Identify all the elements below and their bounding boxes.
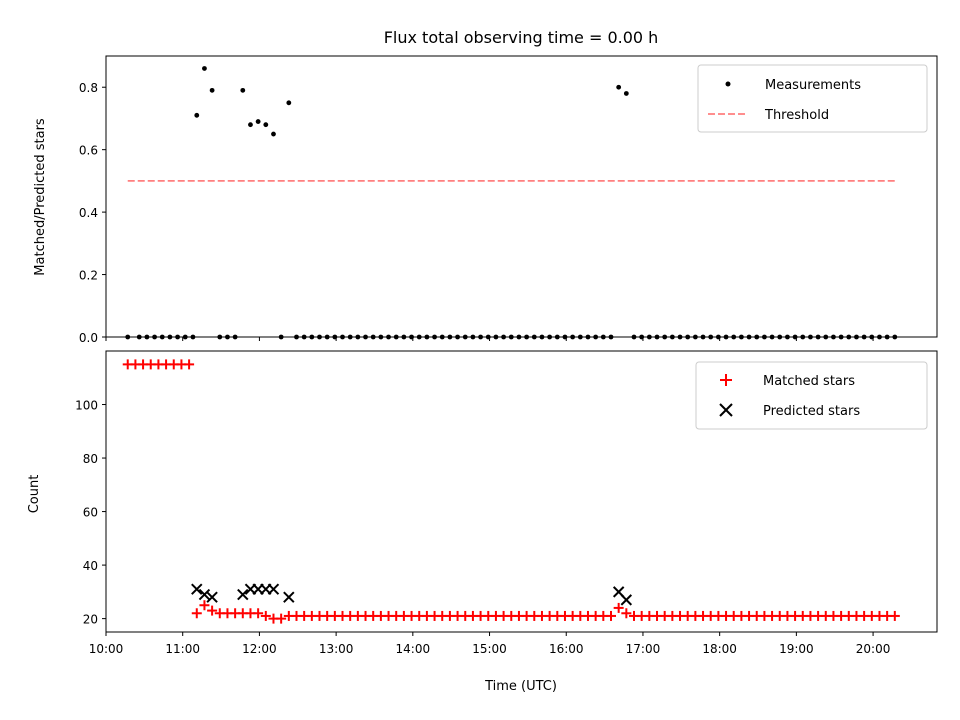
top-y-axis-label: Matched/Predicted stars xyxy=(33,118,48,276)
predicted-star-point xyxy=(267,583,280,595)
matched-star-point xyxy=(207,605,218,616)
top-y-tick-label: 0.8 xyxy=(79,81,98,95)
measurement-point xyxy=(263,122,269,128)
x-tick-label: 13:00 xyxy=(319,642,354,656)
top-y-axis: 0.0 0.2 0.4 0.6 0.8 xyxy=(79,81,106,345)
bottom-plot-area xyxy=(122,359,900,624)
measurement-point xyxy=(271,131,276,137)
x-tick-label: 19:00 xyxy=(779,642,814,656)
predicted-stars-legend-label: Predicted stars xyxy=(763,404,860,419)
measurement-point xyxy=(202,66,207,71)
measurements-legend-label: Measurements xyxy=(765,78,861,93)
top-y-tick-label: 0.6 xyxy=(79,144,98,158)
matched-stars-legend-label: Matched stars xyxy=(763,374,855,389)
bottom-y-tick-label: 40 xyxy=(83,559,98,573)
matched-star-point xyxy=(253,608,264,619)
bottom-y-tick-label: 20 xyxy=(83,613,98,627)
x-tick-label: 20:00 xyxy=(856,642,891,656)
matched-star-point xyxy=(889,610,900,621)
bottom-y-tick-label: 100 xyxy=(75,399,98,413)
bottom-y-axis-label: Count xyxy=(27,475,42,514)
chart-title: Flux total observing time = 0.00 h xyxy=(384,28,659,47)
x-tick-label: 10:00 xyxy=(89,642,124,656)
measurement-point xyxy=(623,91,629,96)
matched-star-point xyxy=(276,613,287,624)
bottom-legend-box xyxy=(695,361,928,430)
bottom-legend: Matched stars Predicted stars xyxy=(695,361,928,430)
measurement-point xyxy=(616,84,622,90)
top-y-tick-label: 0.0 xyxy=(79,331,98,345)
matched-star-point xyxy=(184,359,195,370)
predicted-star-point xyxy=(283,591,295,603)
x-tick-label: 17:00 xyxy=(626,642,661,656)
predicted-star-point xyxy=(198,588,211,601)
x-tick-label: 15:00 xyxy=(472,642,507,656)
bottom-x-axis: 10:00 11:00 12:00 13:00 14:00 15:00 16:00 17:00… xyxy=(89,632,891,656)
x-tick-label: 14:00 xyxy=(396,642,431,656)
x-tick-label: 18:00 xyxy=(702,642,737,656)
x-axis-label: Time (UTC) xyxy=(484,679,557,694)
measurement-point xyxy=(248,122,253,128)
measurement-point xyxy=(286,100,292,106)
x-tick-label: 12:00 xyxy=(242,642,277,656)
top-x-axis-ticks xyxy=(105,337,874,341)
measurement-point xyxy=(209,87,215,93)
threshold-legend-label: Threshold xyxy=(764,108,829,123)
bottom-y-axis: 20 40 60 80 100 xyxy=(75,399,106,627)
matched-stars-legend-marker xyxy=(720,374,732,386)
measurement-point xyxy=(255,119,261,124)
matched-star-point xyxy=(260,610,271,621)
predicted-star-point xyxy=(237,588,249,601)
measurements-legend-marker xyxy=(725,81,731,87)
top-legend-box xyxy=(697,64,928,133)
matched-star-point xyxy=(191,608,202,619)
x-tick-label: 11:00 xyxy=(165,642,200,656)
x-tick-label: 16:00 xyxy=(549,642,584,656)
matched-star-point xyxy=(613,602,624,613)
bottom-y-tick-label: 60 xyxy=(83,506,98,520)
matched-star-point xyxy=(621,608,632,619)
measurement-point xyxy=(240,87,246,93)
predicted-star-point xyxy=(620,594,633,606)
matched-star-point xyxy=(199,600,210,611)
top-axes-frame xyxy=(105,55,938,338)
predicted-star-point xyxy=(206,591,218,603)
bottom-y-tick-label: 80 xyxy=(83,452,98,466)
predicted-star-point xyxy=(191,583,203,595)
top-y-tick-label: 0.4 xyxy=(79,206,98,220)
top-y-tick-label: 0.2 xyxy=(79,269,98,283)
matched-star-point xyxy=(605,610,616,621)
predicted-stars-legend-marker xyxy=(719,403,733,417)
measurement-point xyxy=(194,112,200,118)
top-legend: Measurements Threshold xyxy=(697,64,928,133)
bottom-axes-frame xyxy=(105,350,938,633)
